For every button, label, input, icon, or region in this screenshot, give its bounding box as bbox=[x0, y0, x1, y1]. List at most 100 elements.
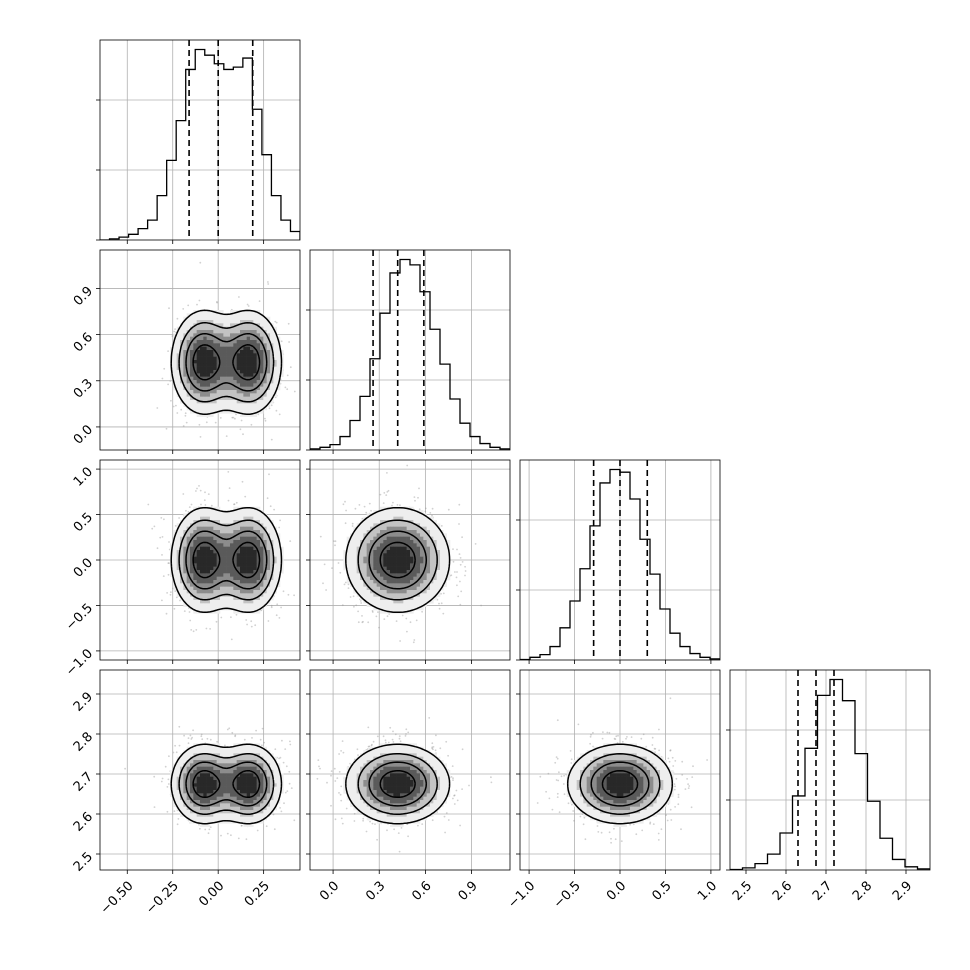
scatter-point bbox=[307, 550, 309, 552]
density-cell bbox=[253, 560, 257, 564]
density-cell bbox=[180, 346, 184, 351]
density-cell bbox=[203, 366, 207, 371]
scatter-point bbox=[174, 590, 177, 592]
density-cell bbox=[200, 370, 204, 374]
density-cell bbox=[260, 373, 264, 377]
density-cell bbox=[246, 326, 251, 331]
density-cell bbox=[256, 333, 261, 337]
scatter-point bbox=[187, 304, 190, 307]
density-cell bbox=[203, 526, 207, 531]
scatter-point bbox=[399, 640, 401, 642]
density-cell bbox=[353, 530, 357, 534]
density-cell bbox=[216, 386, 221, 391]
density-cell bbox=[186, 386, 191, 391]
density-cell bbox=[380, 513, 384, 517]
density-cell bbox=[200, 330, 204, 334]
density-cell bbox=[420, 516, 424, 521]
density-cell bbox=[206, 533, 211, 537]
panel-1-0: 0.00.30.60.9 bbox=[71, 249, 301, 454]
density-cell bbox=[213, 540, 217, 544]
density-cell bbox=[210, 336, 214, 341]
density-cell bbox=[210, 406, 214, 411]
scatter-point bbox=[190, 503, 193, 506]
scatter-point bbox=[413, 639, 416, 641]
density-cell bbox=[410, 520, 414, 524]
density-cell bbox=[200, 553, 204, 557]
density-cell bbox=[240, 313, 244, 317]
density-cell bbox=[266, 316, 271, 321]
density-cell bbox=[253, 553, 257, 557]
density-cell bbox=[240, 380, 244, 384]
density-cell bbox=[216, 333, 221, 337]
density-cell bbox=[256, 346, 261, 351]
density-cell bbox=[366, 543, 371, 547]
density-cell bbox=[416, 520, 421, 524]
density-cell bbox=[180, 590, 184, 594]
density-cell bbox=[203, 313, 207, 317]
density-cell bbox=[220, 543, 224, 547]
density-cell bbox=[386, 523, 391, 527]
density-cell bbox=[176, 533, 181, 537]
density-cell bbox=[260, 530, 264, 534]
scatter-point bbox=[270, 604, 273, 607]
density-cell bbox=[276, 386, 281, 391]
scatter-point bbox=[363, 505, 366, 508]
density-cell bbox=[186, 353, 191, 357]
density-cell bbox=[226, 576, 231, 581]
density-cell bbox=[256, 593, 261, 597]
density-cell bbox=[250, 380, 254, 384]
density-cell bbox=[210, 553, 214, 557]
density-cell bbox=[240, 403, 244, 407]
density-cell bbox=[220, 516, 224, 521]
density-cell bbox=[176, 333, 181, 337]
density-cell bbox=[210, 556, 214, 561]
density-cell bbox=[206, 583, 211, 587]
density-cell bbox=[403, 526, 407, 531]
density-cell bbox=[186, 546, 191, 551]
density-2-1 bbox=[319, 464, 482, 644]
density-cell bbox=[243, 573, 247, 577]
density-cell bbox=[256, 393, 261, 397]
density-cell bbox=[180, 533, 184, 537]
density-cell bbox=[230, 336, 234, 341]
density-cell bbox=[226, 330, 231, 334]
density-cell bbox=[436, 540, 441, 544]
scatter-point bbox=[235, 501, 238, 504]
density-cell bbox=[243, 413, 247, 417]
density-cell bbox=[193, 363, 197, 367]
density-cell bbox=[230, 546, 234, 551]
density-cell bbox=[213, 380, 217, 384]
density-cell bbox=[216, 586, 221, 591]
density-cell bbox=[383, 533, 387, 537]
density-cell bbox=[416, 530, 421, 534]
density-cell bbox=[243, 590, 247, 594]
density-cell bbox=[433, 523, 437, 527]
scatter-point bbox=[190, 629, 193, 631]
density-cell bbox=[246, 506, 251, 511]
density-cell bbox=[400, 543, 404, 547]
density-cell bbox=[393, 533, 397, 537]
density-cell bbox=[260, 520, 264, 524]
density-cell bbox=[233, 590, 237, 594]
density-cell bbox=[230, 353, 234, 357]
density-cell bbox=[183, 520, 187, 524]
density-cell bbox=[213, 510, 217, 514]
density-cell bbox=[200, 386, 204, 391]
density-cell bbox=[183, 333, 187, 337]
scatter-point bbox=[368, 502, 371, 505]
density-cell bbox=[176, 573, 181, 577]
density-cell bbox=[223, 320, 227, 324]
scatter-point bbox=[455, 576, 458, 579]
density-cell bbox=[266, 566, 271, 571]
density-cell bbox=[270, 593, 274, 597]
density-cell bbox=[190, 376, 194, 381]
density-cell bbox=[380, 526, 384, 531]
density-cell bbox=[223, 353, 227, 357]
density-cell bbox=[193, 360, 197, 364]
density-cell bbox=[223, 373, 227, 377]
density-cell bbox=[200, 606, 204, 611]
density-cell bbox=[260, 583, 264, 587]
scatter-point bbox=[198, 299, 201, 302]
density-cell bbox=[376, 520, 381, 524]
density-cell bbox=[206, 366, 211, 371]
